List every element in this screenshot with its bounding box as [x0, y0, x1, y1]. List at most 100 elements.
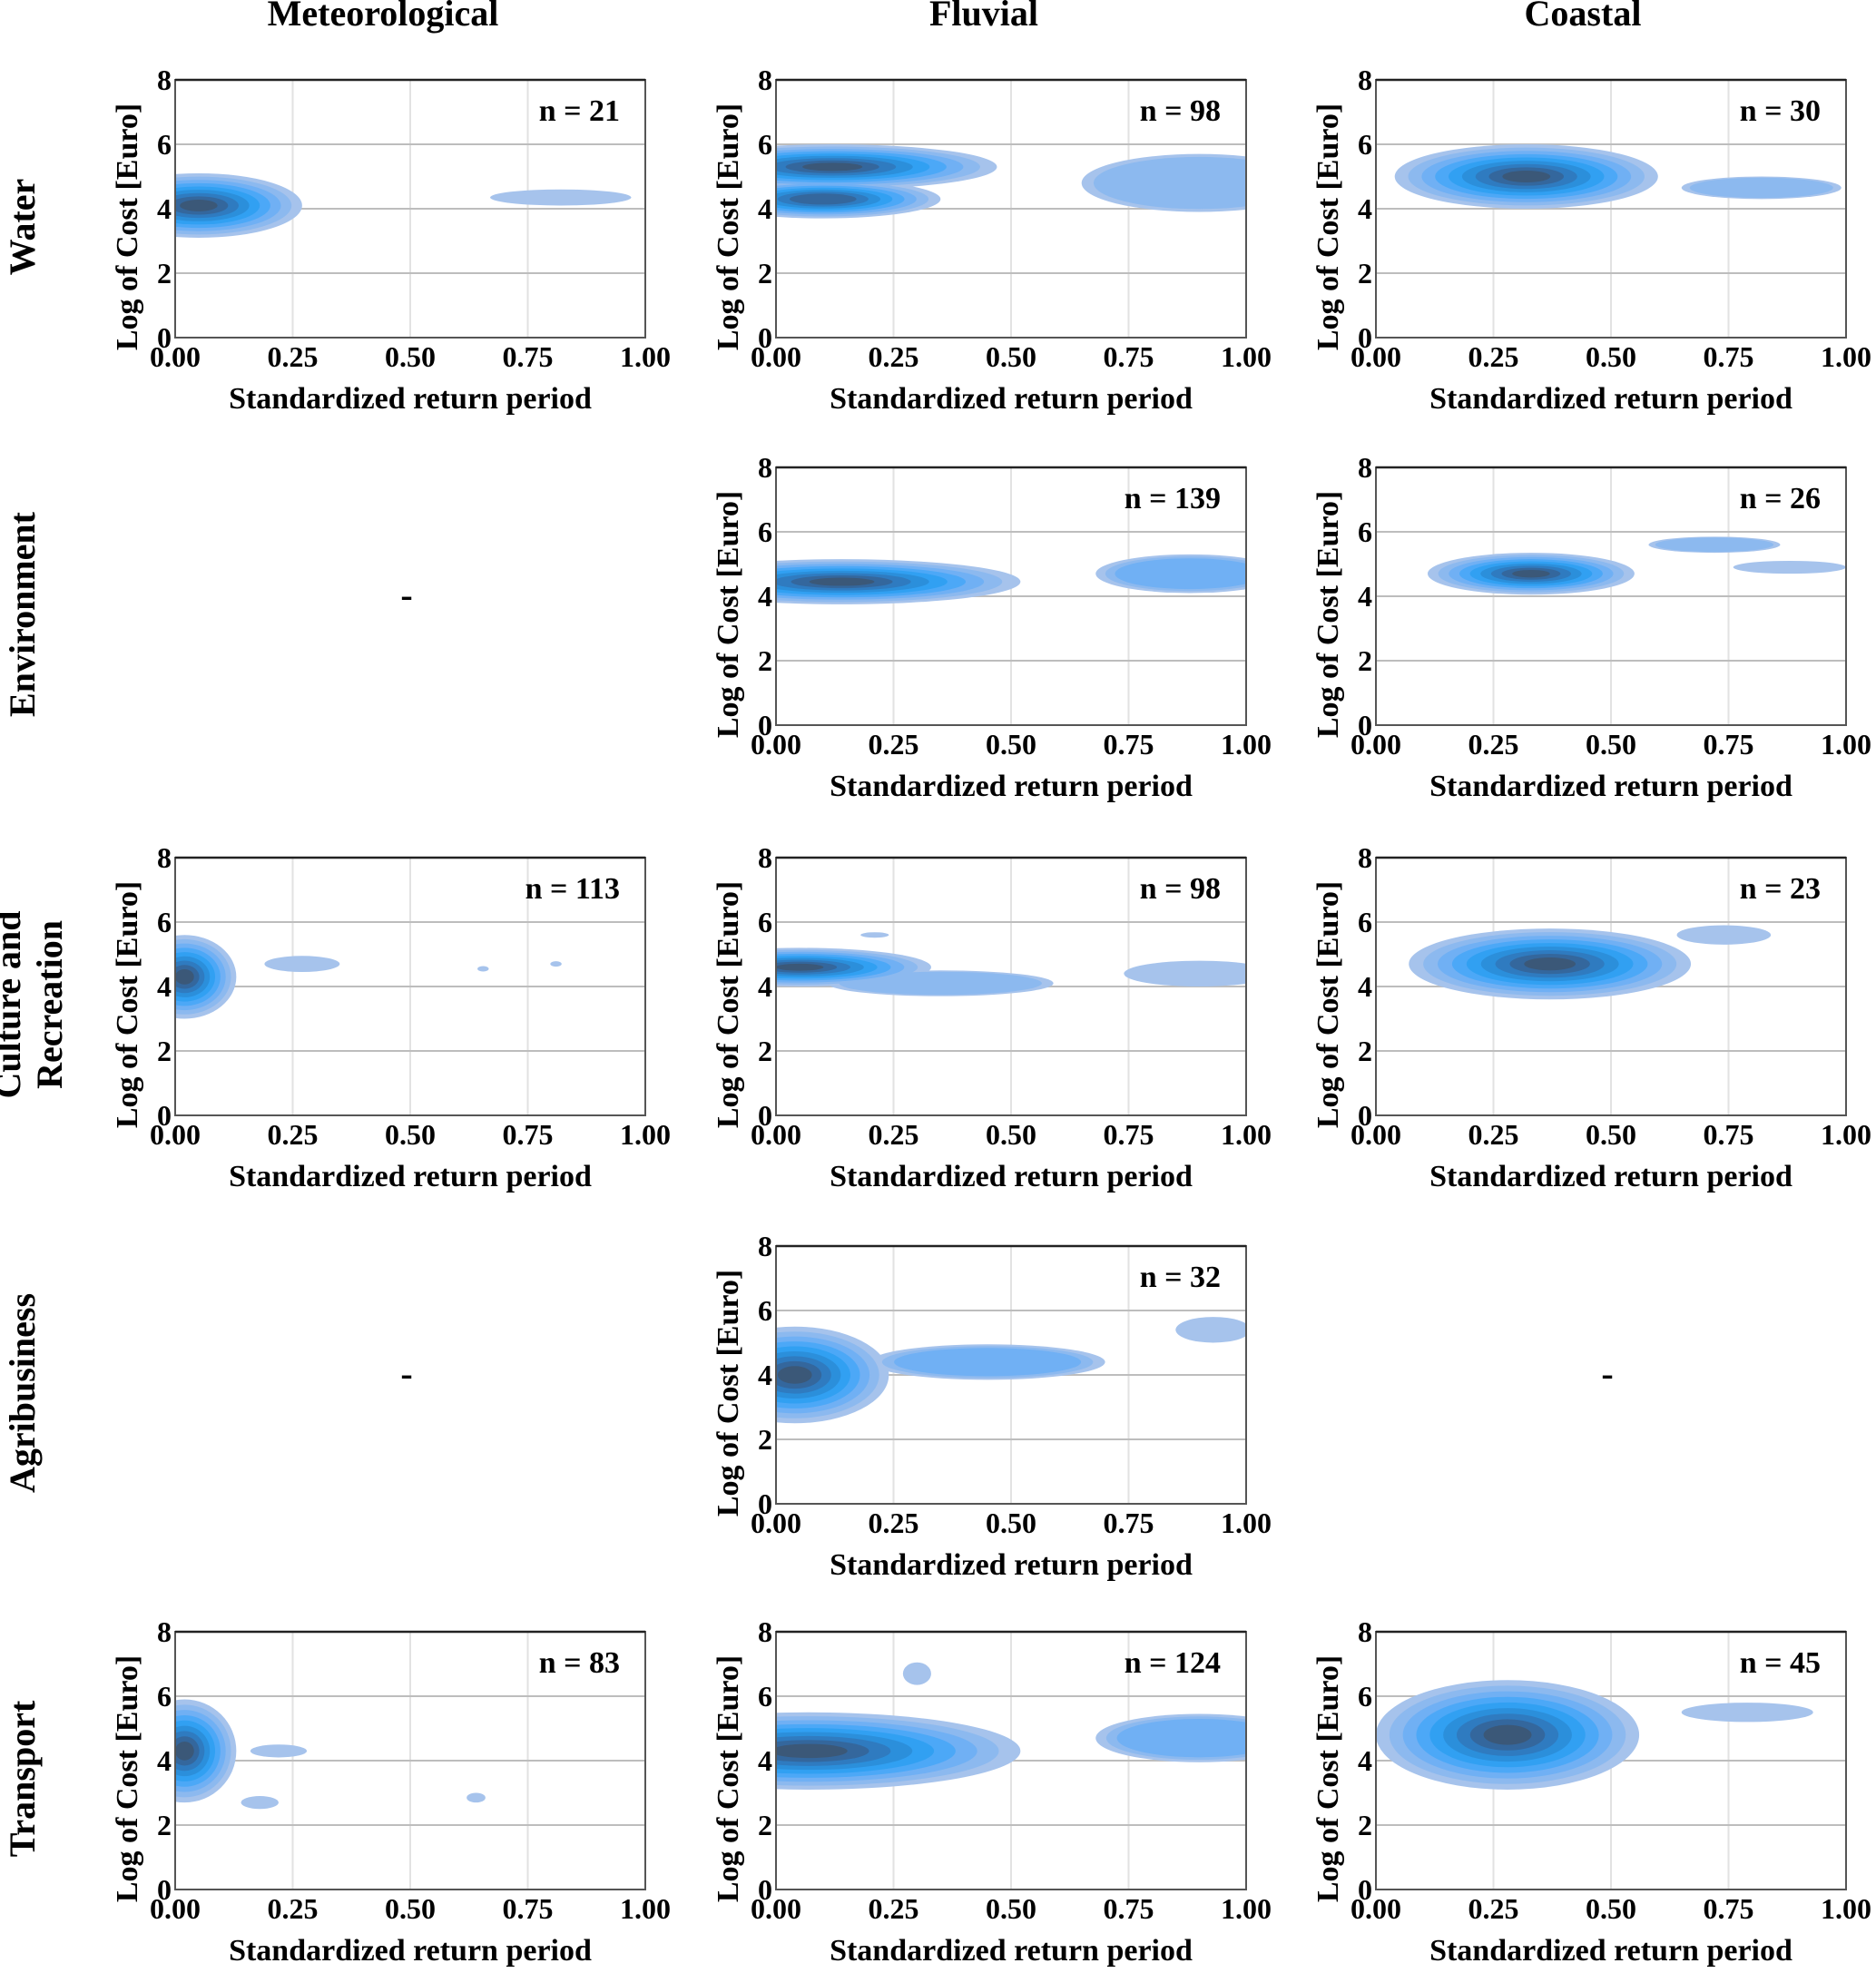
y-axis-label: Log of Cost [Euro] — [712, 1270, 745, 1517]
density-level-1 — [550, 961, 562, 967]
x-tick-label: 1.00 — [1821, 1118, 1871, 1151]
y-tick-label: 4 — [1358, 970, 1372, 1003]
x-tick-label: 0.25 — [869, 728, 919, 761]
y-axis-label: Log of Cost [Euro] — [111, 103, 144, 350]
density-level-1 — [1676, 925, 1772, 945]
panel-transport-fluvial: 0.00 0.25 0.50 0.75 1.00 0 2 4 6 8 Standardized re… — [712, 1615, 1272, 1968]
x-tick-label: 0.25 — [1468, 728, 1519, 761]
panel-environment-meteorological: - — [400, 574, 412, 615]
x-tick-label: 0.50 — [1586, 728, 1636, 761]
x-tick-label: 0.50 — [1586, 1118, 1636, 1151]
density-contours — [175, 1699, 486, 1810]
sample-size-label: n = 98 — [1140, 872, 1221, 906]
x-tick-label: 0.75 — [1704, 340, 1754, 373]
density-level-1 — [467, 1792, 486, 1803]
density-contours — [175, 935, 562, 1019]
panel-culture-and-recreation-meteorological: 0.00 0.25 0.50 0.75 1.00 0 2 4 6 8 Standardized re… — [111, 841, 671, 1193]
density-level-9 — [1512, 569, 1550, 578]
x-tick-label: 0.25 — [1468, 1892, 1519, 1925]
x-tick-label: 0.75 — [1104, 340, 1154, 373]
y-tick-label: 6 — [1358, 1680, 1372, 1713]
y-tick-label: 6 — [758, 128, 772, 161]
x-tick-label: 1.00 — [620, 1118, 671, 1151]
density-contours — [1376, 1680, 1813, 1790]
y-tick-label: 8 — [1358, 841, 1372, 874]
y-tick-label: 8 — [157, 64, 172, 96]
density-level-1 — [490, 189, 632, 206]
density-level-2 — [1093, 156, 1246, 210]
x-tick-label: 0.00 — [1351, 1118, 1401, 1151]
y-tick-label: 8 — [157, 1615, 172, 1648]
x-tick-label: 0.00 — [150, 340, 201, 373]
y-tick-label: 0 — [758, 321, 772, 354]
panel-water-meteorological: 0.00 0.25 0.50 0.75 1.00 0 2 4 6 8 Standardized re… — [111, 64, 671, 416]
y-axis-label: Log of Cost [Euro] — [111, 881, 144, 1128]
panel-environment-coastal: 0.00 0.25 0.50 0.75 1.00 0 2 4 6 8 Standardized re… — [1311, 451, 1871, 803]
y-tick-label: 2 — [758, 644, 772, 677]
y-tick-label: 2 — [758, 1809, 772, 1841]
y-tick-label: 6 — [758, 1294, 772, 1327]
column-title-fluvial: Fluvial — [929, 0, 1038, 34]
x-axis-label: Standardized return period — [229, 382, 592, 416]
x-tick-label: 0.50 — [385, 340, 436, 373]
y-tick-label: 0 — [758, 709, 772, 741]
row-title-line: Transport — [2, 1700, 43, 1857]
density-level-9 — [1483, 1724, 1532, 1745]
x-tick-label: 0.25 — [268, 1118, 319, 1151]
panel-transport-coastal: 0.00 0.25 0.50 0.75 1.00 0 2 4 6 8 Standardized re… — [1311, 1615, 1871, 1968]
density-level-3 — [1116, 1718, 1246, 1758]
sample-size-label: n = 83 — [539, 1646, 620, 1680]
density-contours — [1427, 536, 1846, 595]
y-axis-label: Log of Cost [Euro] — [1311, 881, 1345, 1128]
density-contours — [1409, 925, 1772, 1000]
density-contours — [776, 932, 1246, 996]
y-tick-label: 4 — [157, 970, 172, 1003]
y-tick-label: 4 — [758, 1744, 772, 1777]
density-contours — [175, 172, 632, 238]
y-tick-label: 6 — [758, 906, 772, 938]
x-tick-label: 0.75 — [1704, 1118, 1754, 1151]
density-level-3 — [894, 1348, 1082, 1377]
x-tick-label: 1.00 — [1821, 340, 1871, 373]
x-tick-label: 0.75 — [1104, 1118, 1154, 1151]
sample-size-label: n = 23 — [1740, 872, 1821, 906]
row-title-line: Recreation — [29, 920, 70, 1089]
density-level-1 — [477, 966, 489, 972]
density-level-1 — [1124, 960, 1246, 986]
density-level-9 — [180, 199, 218, 211]
density-contours — [776, 554, 1246, 604]
x-tick-label: 0.00 — [1351, 1892, 1401, 1925]
row-title-line: Environment — [2, 511, 43, 717]
y-axis-label: Log of Cost [Euro] — [712, 491, 745, 738]
y-tick-label: 4 — [1358, 580, 1372, 613]
column-titles: Meteorological Fluvial Coastal — [268, 0, 1642, 34]
y-tick-label: 0 — [157, 1099, 172, 1132]
y-axis-label: Log of Cost [Euro] — [1311, 103, 1345, 350]
panel-environment-fluvial: 0.00 0.25 0.50 0.75 1.00 0 2 4 6 8 Standardized re… — [712, 451, 1272, 803]
x-tick-label: 0.00 — [751, 728, 801, 761]
density-level-8 — [789, 193, 857, 205]
density-level-9 — [802, 162, 863, 172]
y-tick-label: 6 — [1358, 906, 1372, 938]
row-title-line: Agribusiness — [2, 1293, 43, 1493]
y-tick-label: 2 — [758, 1423, 772, 1456]
x-tick-label: 0.25 — [1468, 1118, 1519, 1151]
y-tick-label: 2 — [157, 1809, 172, 1841]
x-axis-label: Standardized return period — [1429, 770, 1793, 803]
density-level-2 — [1689, 177, 1833, 199]
x-tick-label: 1.00 — [1821, 728, 1871, 761]
row-title-agribusiness: Agribusiness — [2, 1293, 43, 1493]
density-contours — [1394, 144, 1842, 209]
y-tick-label: 4 — [1358, 1744, 1372, 1777]
y-axis-label: Log of Cost [Euro] — [1311, 491, 1345, 738]
sample-size-label: n = 113 — [525, 872, 620, 906]
y-tick-label: 0 — [1358, 321, 1372, 354]
y-tick-label: 8 — [1358, 64, 1372, 96]
x-tick-label: 0.00 — [751, 1507, 801, 1539]
x-tick-label: 0.50 — [986, 1118, 1036, 1151]
y-tick-label: 0 — [157, 1873, 172, 1906]
empty-panel-marker: - — [400, 1353, 412, 1394]
x-tick-label: 1.00 — [620, 340, 671, 373]
x-tick-label: 0.25 — [1468, 340, 1519, 373]
